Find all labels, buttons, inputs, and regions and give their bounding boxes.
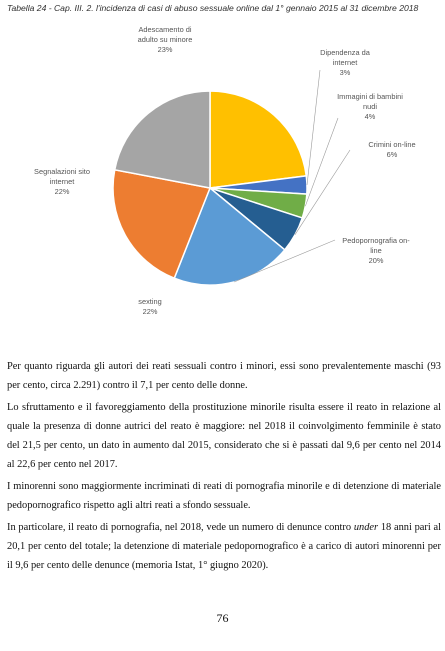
- table-caption: Tabella 24 - Cap. III. 2. l'incidenza di…: [7, 3, 419, 13]
- body-text: Per quanto riguarda gli autori dei reati…: [7, 357, 441, 578]
- paragraph-4: In particolare, il reato di pornografia,…: [7, 518, 441, 575]
- slice-label-3: Crimini on-line 6%: [368, 140, 415, 159]
- slice-label-5: sexting 22%: [138, 297, 161, 316]
- leader-line-2: [305, 117, 339, 207]
- slice-label-0: Adescamento di adulto su minore 23%: [138, 25, 193, 54]
- leader-line-1: [306, 69, 321, 186]
- slice-label-2: Immagini di bambini nudi 4%: [337, 92, 403, 121]
- leader-line-4: [233, 239, 336, 283]
- pie-slice-6: [113, 90, 211, 189]
- pie-slice-5: [112, 168, 212, 280]
- slice-label-6: Segnalazioni sito internet 22%: [34, 167, 90, 196]
- leader-line-3: [294, 149, 351, 235]
- pie-slice-0: [209, 90, 308, 189]
- paragraph-4-part-1: In particolare, il reato di pornografia,…: [7, 522, 354, 533]
- page-number: 76: [216, 611, 229, 625]
- slice-label-4: Pedopornografia on-line 20%: [342, 236, 410, 265]
- pie-chart: Adescamento di adulto su minore 23% Dipende…: [34, 25, 416, 316]
- paragraph-4-part-2: 18 anni pari al 20,1 per cento del total…: [7, 522, 442, 571]
- paragraph-3: I minorenni sono maggiormente incriminat…: [7, 481, 441, 511]
- slice-label-1: Dipendenza da internet 3%: [320, 48, 371, 77]
- paragraph-1: Per quanto riguarda gli autori dei reati…: [7, 361, 441, 391]
- paragraph-2: Lo sfruttamento e il favoreggiamento del…: [7, 402, 441, 470]
- paragraph-4-emphasis: under: [353, 522, 379, 533]
